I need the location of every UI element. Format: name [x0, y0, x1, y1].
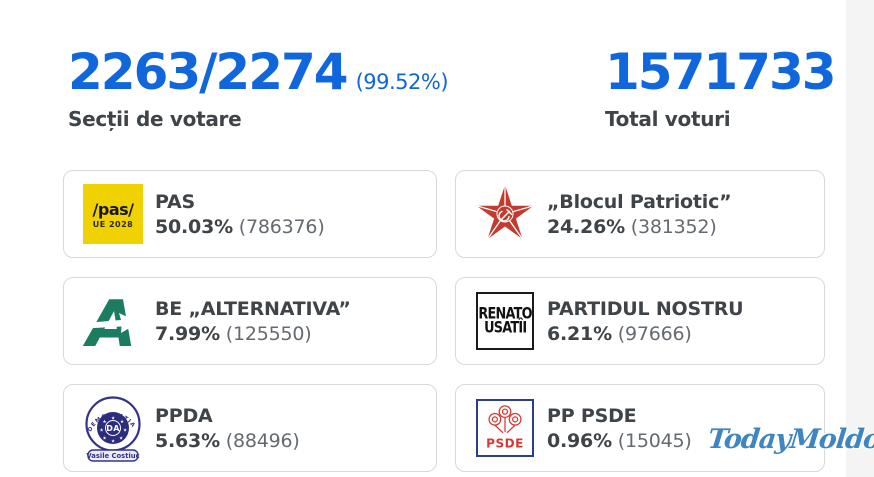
ppda-seal-icon: DEMOCRATIA ACASA ★ ★ ★ ★ ★ ★ ★ ★ DA Vasi… [81, 392, 141, 462]
svg-text:★: ★ [103, 419, 107, 425]
psde-roses-logo: PSDE [476, 399, 534, 457]
result-card-ppda: DEMOCRATIA ACASA ★ ★ ★ ★ ★ ★ ★ ★ DA Vasi… [63, 384, 437, 472]
pas-logo: /pas/ UE 2028 [83, 184, 143, 244]
side-strip [846, 0, 874, 477]
todaymoldova-watermark-logo: TodayMoldova [706, 424, 874, 455]
svg-text:PSDE: PSDE [486, 436, 524, 450]
svg-text:★: ★ [123, 428, 127, 434]
result-card-alternativa: A BE „ALTERNATIVA” 7.99% (125550) [63, 277, 437, 365]
sections-count: 2263/2274 [68, 43, 349, 101]
party-name: PARTIDUL NOSTRU [547, 297, 744, 320]
result-card-psde: PSDE PP PSDE 0.96% (15045) [455, 384, 825, 472]
total-votes-stat: 1571733 Total voturi [605, 43, 837, 131]
party-percent: 50.03% [155, 215, 233, 238]
pas-logo-text: /pas/ [92, 199, 134, 219]
result-card-partidul-nostru: RENATO USATÎI PARTIDUL NOSTRU 6.21% (976… [455, 277, 825, 365]
sections-stat: 2263/2274 (99.52%) Secții de votare [68, 43, 449, 131]
svg-text:★: ★ [119, 436, 123, 442]
party-name: PP PSDE [547, 404, 637, 427]
svg-text:★: ★ [111, 416, 115, 422]
svg-text:DA: DA [106, 424, 120, 433]
party-name: PAS [155, 190, 195, 213]
party-percent: 24.26% [547, 215, 625, 238]
party-votes: (97666) [617, 322, 692, 345]
party-percent: 7.99% [155, 322, 220, 345]
party-name: „Blocul Patriotic” [547, 190, 732, 213]
sections-percent: (99.52%) [355, 70, 449, 94]
result-card-blocul-patriotic: „Blocul Patriotic” 24.26% (381352) [455, 170, 825, 258]
alternativa-a-icon: A [82, 289, 139, 353]
party-votes: (381352) [630, 215, 717, 238]
red-star-hammer-sickle-icon [476, 185, 534, 240]
party-votes: (125550) [225, 322, 312, 345]
results-grid: /pas/ UE 2028 PAS 50.03% (786376) „Blocu… [63, 170, 825, 472]
party-percent: 0.96% [547, 429, 612, 452]
party-percent: 5.63% [155, 429, 220, 452]
party-votes: (88496) [225, 429, 300, 452]
total-votes-label: Total voturi [605, 107, 731, 131]
party-percent: 6.21% [547, 322, 612, 345]
party-votes: (786376) [238, 215, 325, 238]
result-card-pas: /pas/ UE 2028 PAS 50.03% (786376) [63, 170, 437, 258]
party-name: PPDA [155, 404, 213, 427]
total-votes-count: 1571733 [605, 43, 837, 101]
party-name: BE „ALTERNATIVA” [155, 297, 351, 320]
svg-text:★: ★ [100, 428, 104, 434]
renato-usatii-logo: RENATO USATÎI [476, 292, 534, 350]
sections-label: Secții de votare [68, 107, 242, 131]
pas-logo-subtext: UE 2028 [92, 219, 134, 229]
svg-text:★: ★ [120, 419, 124, 425]
psde-roses-icon: PSDE [486, 405, 524, 450]
svg-text:★: ★ [111, 439, 115, 445]
svg-text:Vasile Costiuc: Vasile Costiuc [86, 452, 139, 460]
svg-text:★: ★ [103, 436, 107, 442]
party-votes: (15045) [617, 429, 692, 452]
